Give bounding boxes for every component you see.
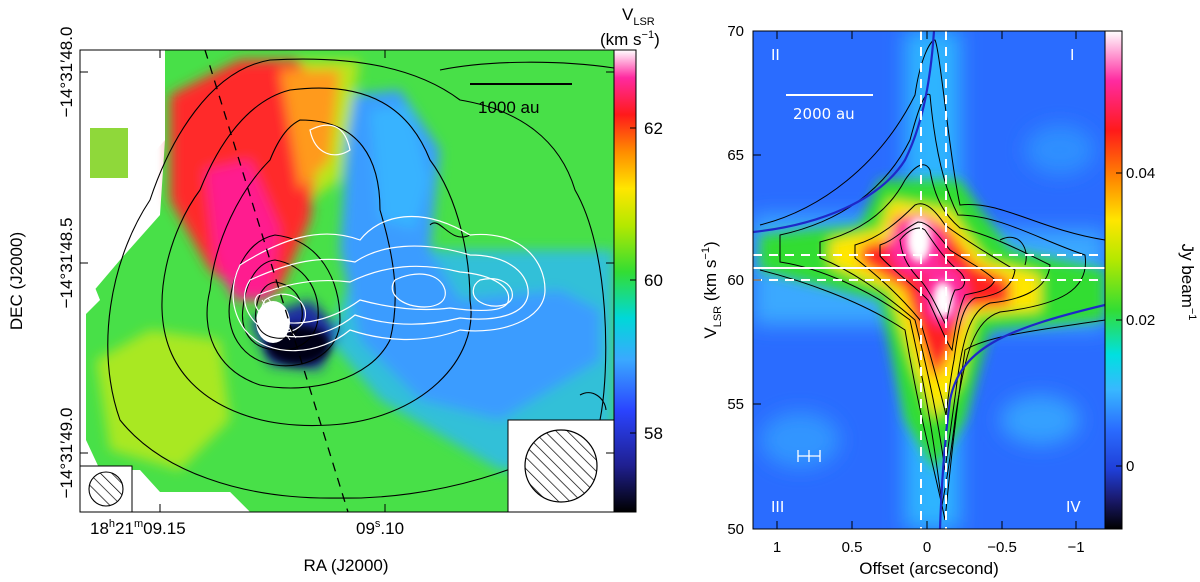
right-y-tick-70: 70 [727, 23, 744, 40]
left-y-axis-label: DEC (J2000) [7, 232, 26, 330]
left-map-magenta [205, 160, 280, 300]
right-pv-blob-3 [1025, 125, 1095, 175]
right-pv-diagram: 2000 au II I III IV [700, 23, 1198, 578]
right-colorbar-tick-0.04: 0.04 [1126, 165, 1155, 182]
right-quadrant-II: II [771, 46, 780, 64]
right-x-tick-0.5: 0.5 [842, 539, 863, 556]
right-x-tick-0: 0 [923, 539, 931, 556]
right-y-tick-50: 50 [727, 521, 744, 538]
left-black-contours [107, 58, 614, 499]
left-map-green-patch [90, 128, 128, 178]
left-axis-ticks [80, 50, 614, 512]
right-quadrant-IV: IV [1066, 498, 1081, 516]
left-x-tick-2: 09s.10 [356, 518, 404, 538]
left-peak-hatches [261, 297, 297, 341]
right-kepler-curve-blue-a [753, 31, 936, 234]
left-colorbar-tick-60: 60 [644, 271, 663, 290]
left-beam-ellipse-small [88, 471, 124, 507]
right-colorbar [1104, 30, 1123, 530]
left-beam-ellipse-large [524, 429, 598, 503]
right-colorbar-label: Jy beam−1 [1178, 244, 1198, 321]
right-x-tick-neg1: −1 [1067, 539, 1084, 556]
right-y-axis-label: VLSR (km s−1) [700, 241, 724, 338]
left-colorbar-tick-58: 58 [644, 424, 663, 443]
right-y-tick-55: 55 [727, 396, 744, 413]
right-quadrant-III: III [771, 498, 784, 516]
right-quadrant-I: I [1070, 46, 1074, 64]
right-y-tick-60: 60 [727, 272, 744, 289]
left-scale-bar-label: 1000 au [478, 98, 539, 117]
right-colorbar-ticks [1116, 172, 1122, 467]
left-colorbar-tick-62: 62 [644, 119, 663, 138]
left-x-axis-label: RA (J2000) [303, 556, 388, 575]
left-colorbar [613, 49, 637, 513]
left-map-yellow [96, 330, 230, 470]
left-velocity-map: 1000 au 18h21m09.15 09s.10 RA (J2000) −1… [7, 5, 663, 575]
left-y-tick-1: −14°31′48.0 [57, 27, 76, 118]
left-colorbar-ticks [630, 127, 636, 434]
right-error-bar [797, 450, 821, 462]
left-map-cyan-north [370, 105, 430, 230]
left-y-tick-3: −14°31′49.0 [57, 408, 76, 499]
right-reference-lines [753, 31, 1105, 529]
left-x-tick-1: 18h21m09.15 [90, 518, 186, 538]
left-colorbar-label-line2: (km s−1) [600, 29, 660, 49]
right-pv-blob-1 [1000, 395, 1080, 445]
left-mask-white-4 [80, 270, 100, 320]
left-y-tick-2: −14°31′48.5 [57, 218, 76, 309]
right-colorbar-tick-0: 0 [1126, 458, 1134, 475]
left-dashed-axis-line [204, 50, 349, 512]
right-x-tick-1: 1 [773, 539, 781, 556]
right-axis-ticks [753, 30, 1077, 530]
right-kepler-curve-blue-b [938, 303, 1105, 529]
right-x-tick-neg0.5: −0.5 [987, 539, 1017, 556]
right-pv-blob-2 [760, 412, 840, 468]
right-colorbar-tick-0.02: 0.02 [1126, 312, 1155, 329]
right-y-tick-65: 65 [727, 147, 744, 164]
right-x-axis-label: Offset (arcsecond) [859, 559, 999, 578]
right-scale-bar-label: 2000 au [793, 105, 855, 123]
left-colorbar-label-line1: VLSR [622, 5, 655, 28]
right-pv-peak-2 [933, 282, 953, 318]
